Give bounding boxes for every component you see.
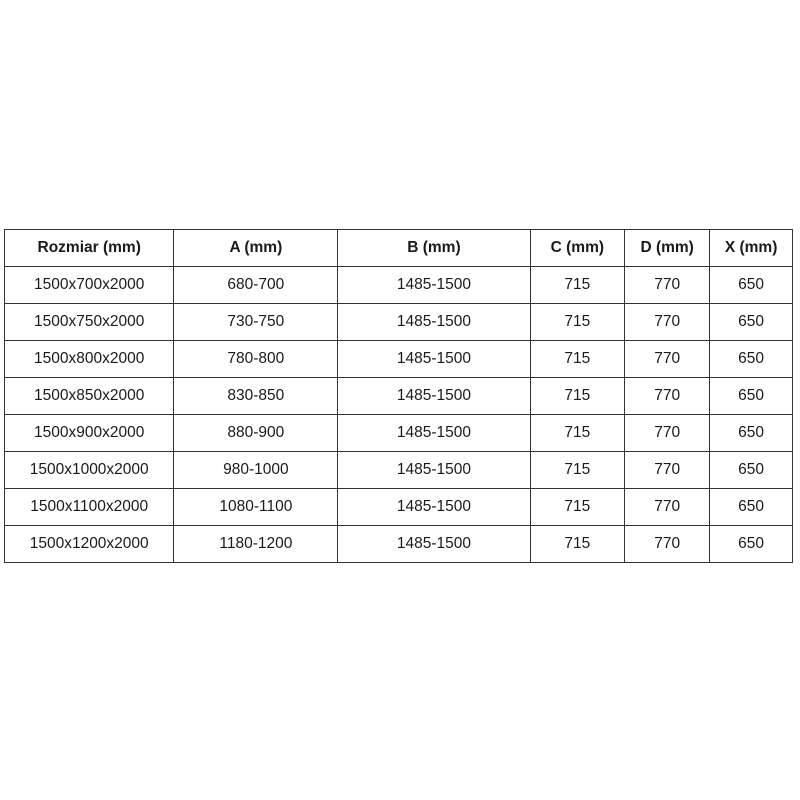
table-cell: 1485-1500 [337, 414, 531, 452]
column-header-c: C (mm) [529, 229, 626, 267]
size-spec-table: Rozmiar (mm) A (mm) B (mm) C (mm) D (mm) X (m… [3, 229, 793, 563]
table-cell: 650 [709, 303, 793, 341]
table-cell: 715 [529, 266, 626, 304]
table-cell: 1500x800x2000 [3, 340, 175, 378]
table-cell: 770 [624, 266, 711, 304]
table-cell: 770 [624, 488, 711, 526]
table-cell: 1180-1200 [173, 525, 339, 563]
table-cell: 650 [709, 414, 793, 452]
table-cell: 715 [529, 377, 626, 415]
table-cell: 715 [529, 340, 626, 378]
table-cell: 1500x750x2000 [3, 303, 175, 341]
table-cell: 880-900 [173, 414, 339, 452]
table-cell: 980-1000 [173, 451, 339, 489]
table-row: 1500x1000x2000 980-1000 1485-1500 715 770 650 [3, 451, 793, 489]
column-header-a: A (mm) [173, 229, 339, 267]
table-cell: 1485-1500 [337, 451, 531, 489]
table-cell: 1500x1100x2000 [3, 488, 175, 526]
table-cell: 770 [624, 451, 711, 489]
table-cell: 650 [709, 266, 793, 304]
table-cell: 770 [624, 414, 711, 452]
table-row: 1500x1100x2000 1080-1100 1485-1500 715 770 65… [3, 488, 793, 526]
table-cell: 830-850 [173, 377, 339, 415]
table-cell: 1485-1500 [337, 525, 531, 563]
column-header-rozmiar: Rozmiar (mm) [3, 229, 175, 267]
column-header-d: D (mm) [624, 229, 711, 267]
table-row: 1500x750x2000 730-750 1485-1500 715 770 650 [3, 303, 793, 341]
table-cell: 650 [709, 488, 793, 526]
table-cell: 715 [529, 488, 626, 526]
table-cell: 650 [709, 451, 793, 489]
table-cell: 715 [529, 303, 626, 341]
table-cell: 1485-1500 [337, 303, 531, 341]
table-cell: 715 [529, 525, 626, 563]
table-cell: 770 [624, 377, 711, 415]
column-header-b: B (mm) [337, 229, 531, 267]
table-cell: 1485-1500 [337, 340, 531, 378]
table-row: 1500x1200x2000 1180-1200 1485-1500 715 770 65… [3, 525, 793, 563]
table-cell: 715 [529, 451, 626, 489]
table-cell: 770 [624, 303, 711, 341]
table-cell: 1485-1500 [337, 488, 531, 526]
table-cell: 650 [709, 525, 793, 563]
header-row: Rozmiar (mm) A (mm) B (mm) C (mm) D (mm) X (m… [3, 229, 793, 267]
table-cell: 1485-1500 [337, 377, 531, 415]
table-cell: 715 [529, 414, 626, 452]
table-row: 1500x800x2000 780-800 1485-1500 715 770 650 [3, 340, 793, 378]
table-row: 1500x850x2000 830-850 1485-1500 715 770 650 [3, 377, 793, 415]
table-row: 1500x900x2000 880-900 1485-1500 715 770 650 [3, 414, 793, 452]
table-cell: 1500x700x2000 [3, 266, 175, 304]
table-cell: 1500x900x2000 [3, 414, 175, 452]
table-header: Rozmiar (mm) A (mm) B (mm) C (mm) D (mm) X (m… [3, 229, 793, 267]
table-cell: 1500x1000x2000 [3, 451, 175, 489]
table-cell: 780-800 [173, 340, 339, 378]
table-cell: 650 [709, 377, 793, 415]
table-body: 1500x700x2000 680-700 1485-1500 715 770 650 15… [3, 266, 793, 563]
table-cell: 730-750 [173, 303, 339, 341]
table-cell: 1485-1500 [337, 266, 531, 304]
table-cell: 770 [624, 340, 711, 378]
table-cell: 1500x1200x2000 [3, 525, 175, 563]
column-header-x: X (mm) [709, 229, 793, 267]
table-cell: 1080-1100 [173, 488, 339, 526]
table-cell: 680-700 [173, 266, 339, 304]
table-cell: 1500x850x2000 [3, 377, 175, 415]
table-row: 1500x700x2000 680-700 1485-1500 715 770 650 [3, 266, 793, 304]
table-cell: 770 [624, 525, 711, 563]
table-cell: 650 [709, 340, 793, 378]
